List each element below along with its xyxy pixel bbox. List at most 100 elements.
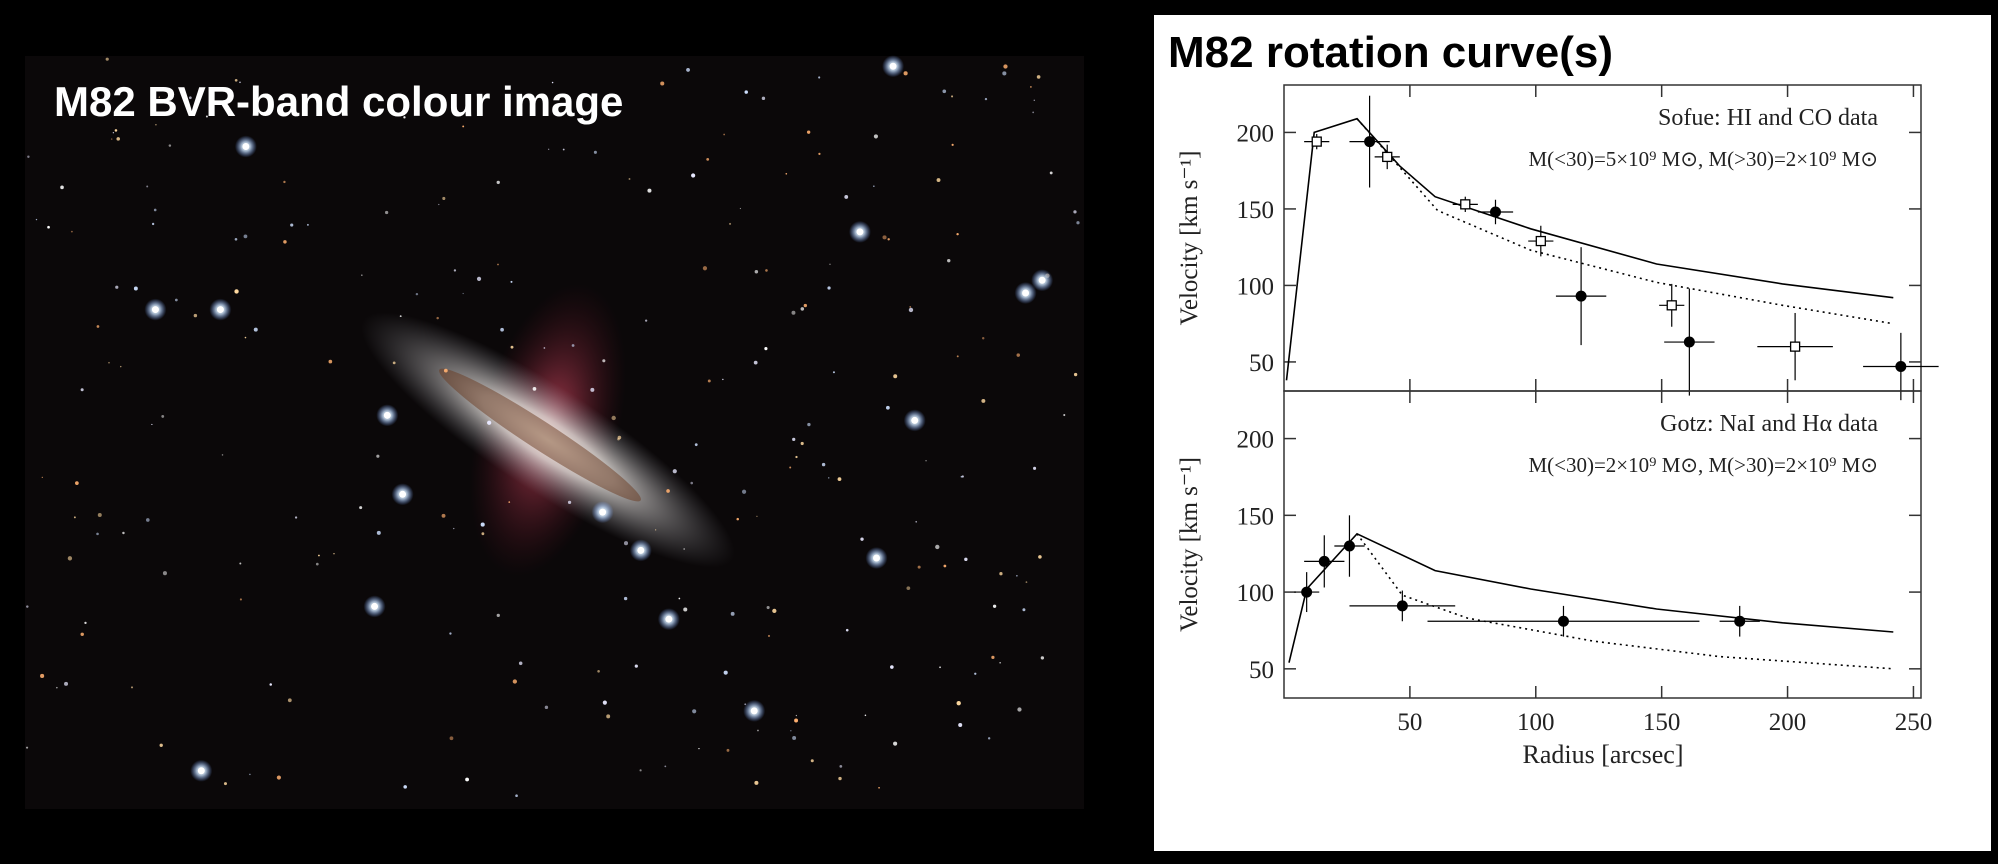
star bbox=[792, 735, 797, 740]
star bbox=[761, 96, 766, 101]
star bbox=[1032, 111, 1035, 114]
star bbox=[803, 303, 808, 308]
star bbox=[794, 718, 799, 723]
star bbox=[906, 586, 911, 591]
bright-star-core bbox=[371, 602, 379, 610]
star bbox=[223, 782, 227, 786]
star bbox=[1073, 372, 1078, 377]
star bbox=[376, 454, 380, 458]
star bbox=[736, 517, 739, 521]
star bbox=[908, 307, 914, 313]
star bbox=[739, 207, 742, 210]
star bbox=[974, 672, 977, 675]
y-tick-label: 200 bbox=[1237, 120, 1275, 147]
star bbox=[810, 759, 814, 763]
star bbox=[130, 686, 134, 689]
star bbox=[151, 423, 153, 426]
star bbox=[935, 544, 940, 550]
star bbox=[544, 705, 549, 710]
star bbox=[829, 263, 831, 265]
star bbox=[239, 81, 241, 84]
star bbox=[792, 437, 796, 442]
star bbox=[964, 557, 968, 562]
star bbox=[234, 78, 238, 82]
star bbox=[791, 310, 796, 315]
star bbox=[806, 130, 811, 134]
star bbox=[795, 714, 798, 717]
star bbox=[547, 148, 550, 151]
star bbox=[318, 554, 320, 557]
plot-frame bbox=[1283, 390, 1922, 699]
star bbox=[691, 173, 696, 178]
star bbox=[315, 562, 319, 566]
star bbox=[757, 729, 759, 732]
star bbox=[754, 270, 759, 274]
bright-star-core bbox=[151, 306, 159, 314]
star bbox=[730, 611, 735, 616]
star bbox=[510, 345, 514, 349]
star bbox=[465, 777, 470, 782]
star bbox=[1025, 581, 1028, 584]
star bbox=[151, 222, 155, 226]
star bbox=[917, 565, 921, 569]
star bbox=[903, 71, 908, 76]
star bbox=[96, 532, 99, 536]
star bbox=[936, 178, 941, 183]
star bbox=[80, 632, 84, 637]
star bbox=[772, 608, 777, 613]
star bbox=[690, 481, 694, 485]
star bbox=[634, 664, 638, 668]
bright-star-core bbox=[197, 767, 205, 775]
annotation: Gotz: NaI and Hα data bbox=[1660, 411, 1878, 437]
data-point bbox=[1364, 136, 1376, 148]
star bbox=[660, 81, 665, 86]
star bbox=[999, 661, 1001, 664]
annotation: M(<30)=2×10⁹ M⊙, M(>30)=2×10⁹ M⊙ bbox=[1528, 453, 1878, 477]
star bbox=[27, 155, 30, 158]
star bbox=[510, 280, 513, 283]
x-axis-label: Radius [arcsec] bbox=[1523, 740, 1684, 769]
star bbox=[376, 530, 381, 535]
star bbox=[105, 57, 109, 61]
star bbox=[828, 477, 830, 479]
star bbox=[837, 477, 842, 482]
star bbox=[886, 405, 890, 410]
star bbox=[403, 785, 407, 789]
star bbox=[269, 683, 272, 686]
star bbox=[449, 736, 454, 741]
star bbox=[639, 769, 642, 772]
star bbox=[729, 222, 732, 225]
star bbox=[73, 516, 76, 519]
galaxy-image: M82 BVR-band colour image bbox=[25, 55, 1084, 809]
star bbox=[723, 670, 728, 675]
star bbox=[602, 700, 607, 705]
star bbox=[1022, 608, 1026, 612]
star bbox=[628, 178, 631, 180]
star bbox=[909, 306, 912, 308]
star bbox=[873, 134, 878, 139]
y-tick-label: 150 bbox=[1237, 197, 1275, 224]
star bbox=[664, 765, 667, 768]
star bbox=[84, 621, 87, 625]
star bbox=[818, 76, 821, 79]
star bbox=[838, 776, 842, 781]
y-tick-label: 50 bbox=[1249, 350, 1274, 377]
dust-lane bbox=[439, 368, 641, 502]
star bbox=[597, 669, 600, 673]
star bbox=[462, 125, 465, 128]
star bbox=[623, 541, 629, 546]
star bbox=[116, 137, 120, 141]
star bbox=[122, 531, 125, 535]
y-axis-label: Velocity [km s⁻¹] bbox=[1176, 457, 1203, 632]
star bbox=[500, 327, 504, 332]
star bbox=[283, 240, 287, 244]
star bbox=[35, 218, 38, 221]
star bbox=[532, 387, 537, 391]
star bbox=[453, 269, 457, 272]
star bbox=[153, 208, 157, 212]
bright-star-core bbox=[873, 554, 881, 562]
model-line bbox=[1288, 532, 1894, 663]
star bbox=[991, 655, 995, 659]
star bbox=[790, 730, 792, 732]
star bbox=[654, 529, 657, 531]
